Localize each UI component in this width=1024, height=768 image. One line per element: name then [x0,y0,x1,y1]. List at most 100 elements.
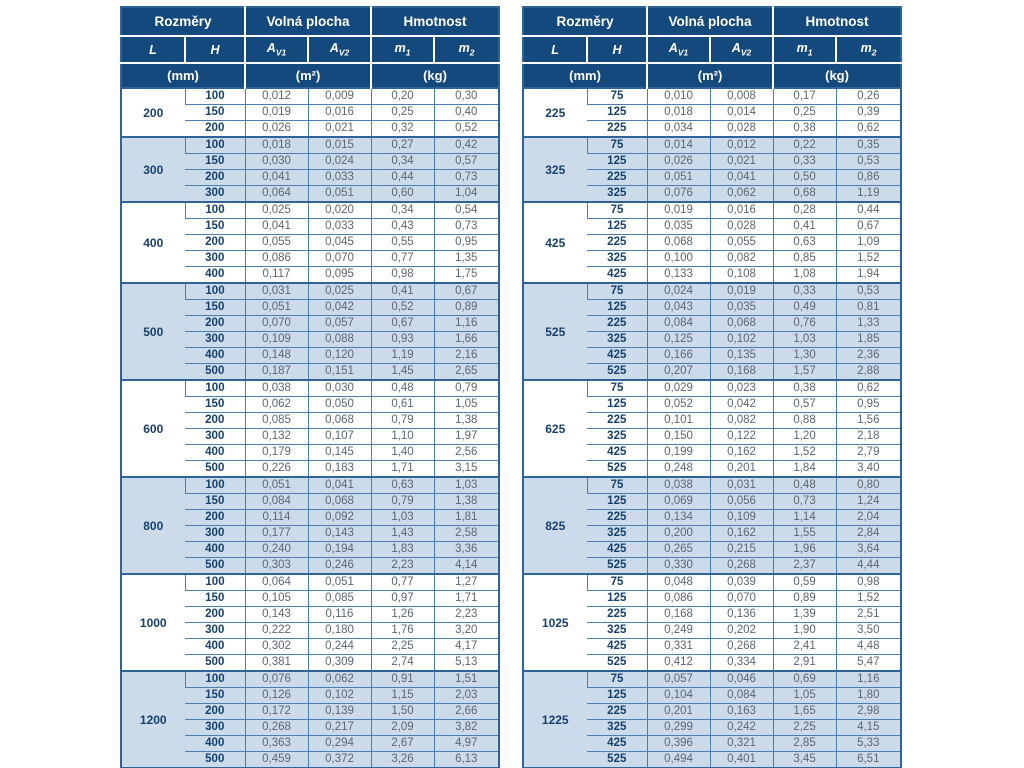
value-cell: 0,132 [244,428,308,445]
value-cell: 0,068 [646,234,711,251]
value-cell: 0,73 [433,218,500,235]
value-cell: 0,051 [244,299,308,316]
value-cell: 1,76 [370,622,435,639]
dimension-h-cell: 425 [587,444,648,461]
value-cell: 1,80 [835,687,902,704]
value-cell: 1,03 [370,509,435,526]
value-cell: 0,062 [244,396,308,413]
value-cell: 0,068 [307,493,372,510]
value-cell: 0,62 [835,379,902,397]
value-cell: 0,031 [244,282,308,300]
value-cell: 0,095 [307,266,372,283]
dimension-h-cell: 75 [586,87,648,105]
header-unit-mm: (mm) [523,62,648,88]
value-cell: 0,73 [433,169,500,186]
dimension-h-cell: 75 [586,573,648,591]
value-cell: 0,019 [709,282,774,300]
value-cell: 0,242 [709,719,774,736]
value-cell: 0,321 [709,735,774,752]
value-cell: 4,48 [835,638,902,655]
table-row: 225 75 0,010 0,008 0,17 0,26 [523,87,902,137]
value-cell: 0,33 [772,153,837,170]
dimension-h-cell: 150 [185,590,245,607]
value-cell: 0,101 [646,412,711,429]
value-cell: 0,294 [307,735,372,752]
value-cell: 0,126 [244,687,308,704]
value-cell: 0,69 [772,670,837,688]
value-cell: 0,038 [646,476,711,494]
value-cell: 0,082 [709,412,774,429]
dimension-h-cell: 100 [184,379,245,397]
value-cell: 0,105 [244,590,308,607]
value-cell: 0,076 [244,670,308,688]
value-cell: 1,03 [433,476,500,494]
value-cell: 0,63 [772,234,837,251]
value-cell: 0,67 [835,218,902,235]
dimension-l-cell: 1000 [121,573,185,671]
header-col-m2: m2 [835,35,902,63]
value-cell: 1,55 [772,525,837,542]
table-row: 1225 75 0,057 0,046 0,69 1,16 [523,670,902,768]
value-cell: 0,012 [244,87,308,105]
value-cell: 0,085 [307,590,372,607]
value-cell: 1,38 [433,412,500,429]
table-row: 425 0,265 0,215 1,96 3,64 [523,541,902,558]
value-cell: 0,53 [835,282,902,300]
dimension-h-cell: 325 [587,622,648,639]
value-cell: 0,207 [646,363,711,380]
value-cell: 3,82 [433,719,500,736]
value-cell: 0,38 [772,120,837,137]
value-cell: 0,67 [370,315,435,332]
dimension-l-cell: 600 [121,379,185,477]
value-cell: 0,26 [835,87,902,105]
table-row: 400 0,117 0,095 0,98 1,75 [121,266,500,283]
table-row: 600 100 0,038 0,030 0,48 0,79 [121,379,500,477]
dimension-h-cell: 100 [184,87,245,105]
table-row: 325 0,125 0,102 1,03 1,85 [523,331,902,348]
value-cell: 0,038 [244,379,308,397]
value-cell: 6,13 [433,751,500,768]
table-row: 825 75 0,038 0,031 0,48 0,80 [523,476,902,574]
value-cell: 0,143 [244,606,308,623]
value-cell: 0,008 [709,87,774,105]
value-cell: 1,52 [835,590,902,607]
value-cell: 0,303 [244,557,308,574]
header-col-h: H [184,35,245,63]
value-cell: 1,19 [835,185,902,202]
dimension-h-cell: 325 [587,428,648,445]
value-cell: 0,035 [709,299,774,316]
value-cell: 0,180 [307,622,372,639]
dimension-h-cell: 125 [587,218,648,235]
dimension-h-cell: 425 [587,266,648,283]
table-row: 225 0,084 0,068 0,76 1,33 [523,315,902,332]
table-row: 125 0,043 0,035 0,49 0,81 [523,299,902,316]
value-cell: 0,076 [646,185,711,202]
value-cell: 0,064 [244,573,308,591]
value-cell: 0,199 [646,444,711,461]
table-row: 300 0,268 0,217 2,09 3,82 [121,719,500,736]
table-row: 300 0,109 0,088 0,93 1,66 [121,331,500,348]
value-cell: 0,38 [772,379,837,397]
table-header: Rozměry Volná plocha Hmotnost L H AV1 AV… [121,7,500,88]
table-row: 625 75 0,029 0,023 0,38 0,62 [523,379,902,477]
value-cell: 4,97 [433,735,500,752]
value-cell: 0,222 [244,622,308,639]
dimension-l-cell: 425 [523,201,588,283]
header-weight: Hmotnost [772,7,902,36]
value-cell: 5,13 [433,654,500,671]
value-cell: 0,63 [370,476,435,494]
value-cell: 0,32 [370,120,435,137]
value-cell: 1,84 [772,460,837,477]
header-free-area: Volná plocha [646,7,774,36]
value-cell: 0,122 [709,428,774,445]
dimension-h-cell: 325 [587,250,648,267]
value-cell: 0,125 [646,331,711,348]
value-cell: 0,79 [370,493,435,510]
header-dimensions: Rozměry [121,7,245,36]
value-cell: 0,055 [244,234,308,251]
value-cell: 2,23 [433,606,500,623]
value-cell: 2,16 [433,347,500,364]
dimension-h-cell: 400 [185,735,245,752]
dimension-h-cell: 400 [185,638,245,655]
